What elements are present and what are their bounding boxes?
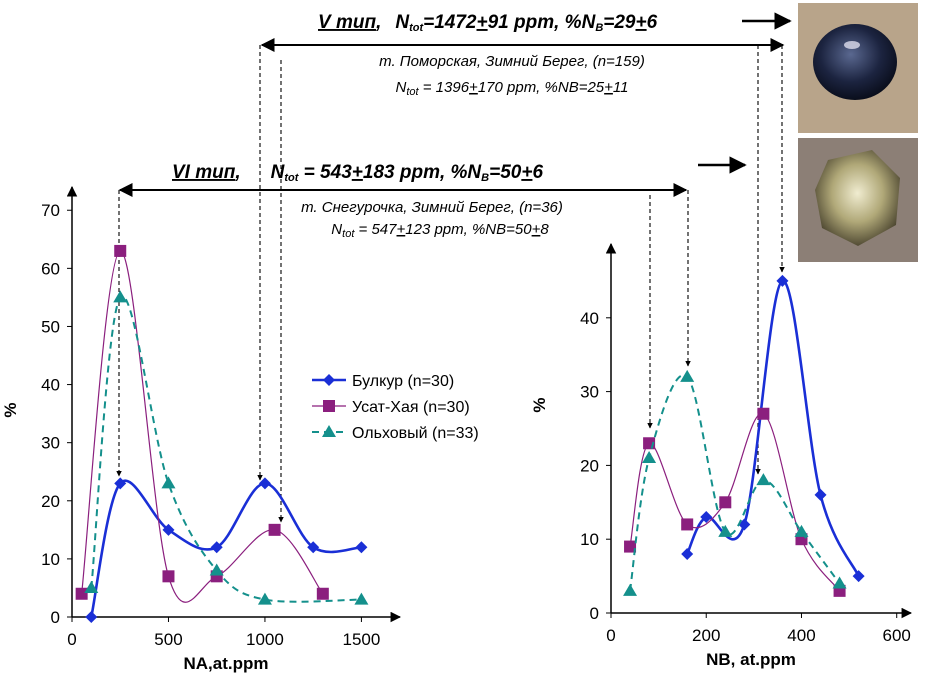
x-tick-label: 200 <box>692 626 720 645</box>
photo-diamond <box>815 150 900 246</box>
marker-square <box>268 523 281 536</box>
photo-glint <box>844 41 860 49</box>
y-tick-label: 10 <box>580 530 599 549</box>
marker-triangle <box>680 369 695 382</box>
marker-square <box>75 587 88 600</box>
y-tick-label: 20 <box>41 492 60 511</box>
marker-triangle <box>718 524 733 537</box>
y-tick-label: 30 <box>580 383 599 402</box>
marker-diamond <box>307 541 320 554</box>
marker-triangle <box>257 592 272 605</box>
y-tick-label: 0 <box>51 608 60 627</box>
marker-diamond <box>210 541 223 554</box>
x-tick-label: 400 <box>787 626 815 645</box>
x-tick-label: 600 <box>883 626 911 645</box>
type5-nitrogen: Ntot = 1396+170 ppm, %NB=25+11 <box>396 79 629 98</box>
legend-label: Булкур (n=30) <box>352 373 454 390</box>
x-tick-label: 500 <box>154 630 182 649</box>
type5-title: V тип, Ntot=1472+91 ppm, %NB=29+6 <box>318 12 658 34</box>
type6-title: VI тип, Ntot = 543+183 ppm, %NB=50+6 <box>172 162 543 184</box>
marker-triangle <box>209 563 224 576</box>
series-line <box>629 374 841 592</box>
y-tick-label: 60 <box>41 259 60 278</box>
y-tick-label: 50 <box>41 317 60 336</box>
x-tick-label: 1000 <box>246 630 284 649</box>
x-axis-label: NA,at.ppm <box>184 654 269 673</box>
annotation-arrows <box>116 12 792 523</box>
photo-diamond <box>813 24 897 100</box>
type6-nitrogen: Ntot = 547+123 ppm, %NB=50+8 <box>331 221 549 240</box>
marker-square <box>114 244 127 257</box>
marker-triangle <box>161 476 176 489</box>
marker-diamond <box>85 611 98 623</box>
type6-locality: т. Снегурочка, Зимний Берег, (n=36) <box>301 199 563 216</box>
x-axis-label: NB, at.ppm <box>706 650 796 669</box>
y-tick-label: 70 <box>41 201 60 220</box>
marker-triangle <box>832 576 847 589</box>
marker-triangle <box>322 425 336 437</box>
series-line <box>90 295 362 603</box>
photos <box>798 3 918 262</box>
x-tick-label: 0 <box>606 626 615 645</box>
marker-triangle <box>84 580 99 593</box>
marker-triangle <box>623 583 638 596</box>
marker-square <box>624 540 637 553</box>
marker-diamond <box>323 374 335 386</box>
marker-square <box>323 400 335 412</box>
y-tick-label: 30 <box>41 434 60 453</box>
marker-square <box>162 570 175 583</box>
marker-diamond <box>852 570 865 583</box>
y-tick-label: 40 <box>41 376 60 395</box>
y-tick-label: 10 <box>41 550 60 569</box>
marker-diamond <box>162 523 175 536</box>
marker-square <box>316 587 329 600</box>
marker-diamond <box>258 477 271 490</box>
marker-diamond <box>814 488 827 501</box>
marker-square <box>681 518 694 531</box>
marker-triangle <box>642 451 657 464</box>
y-tick-label: 20 <box>580 456 599 475</box>
y-tick-label: 40 <box>580 309 599 328</box>
y-axis-label: % <box>530 397 549 412</box>
y-tick-label: 0 <box>590 604 599 623</box>
marker-triangle <box>113 290 128 303</box>
marker-diamond <box>355 541 368 554</box>
type5-locality: т. Поморская, Зимний Берег, (n=159) <box>379 53 645 70</box>
marker-diamond <box>681 547 694 560</box>
marker-diamond <box>114 477 127 490</box>
series-line <box>629 413 841 592</box>
y-axis-label: % <box>1 402 20 417</box>
marker-diamond <box>700 511 713 524</box>
marker-triangle <box>756 473 771 486</box>
x-tick-label: 0 <box>67 630 76 649</box>
marker-triangle <box>794 524 809 537</box>
legend-label: Усат-Хая (n=30) <box>352 399 470 416</box>
x-tick-label: 1500 <box>342 630 380 649</box>
series-line <box>686 279 860 577</box>
marker-square <box>719 496 732 509</box>
marker-diamond <box>776 274 789 287</box>
marker-square <box>757 407 770 420</box>
marker-triangle <box>354 592 369 605</box>
legend-label: Ольховый (n=33) <box>352 425 479 442</box>
